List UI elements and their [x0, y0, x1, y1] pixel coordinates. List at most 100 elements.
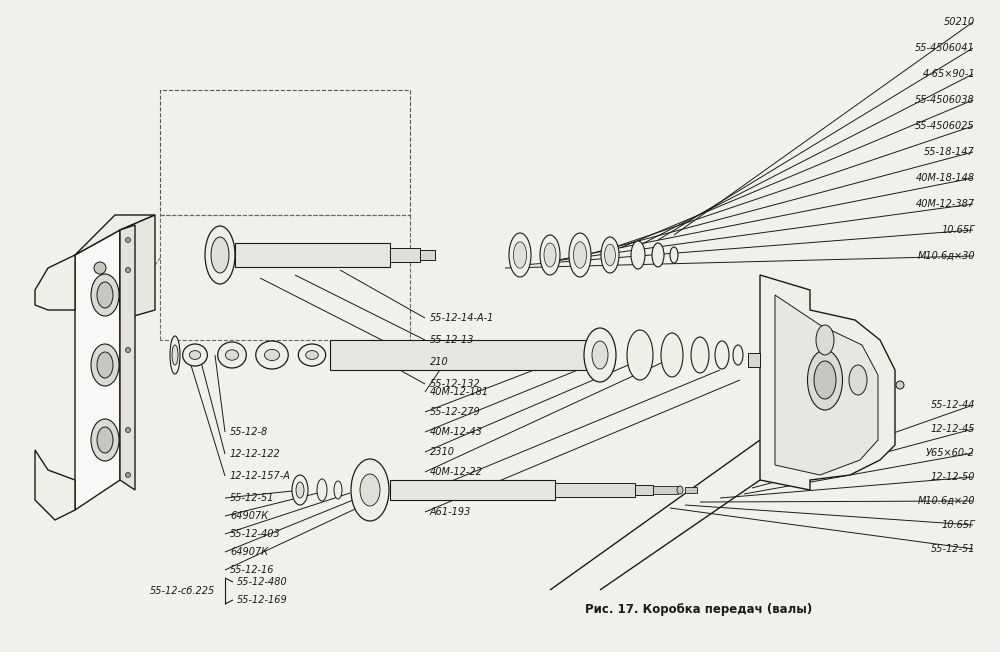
- Text: 12-12-122: 12-12-122: [230, 449, 281, 459]
- Bar: [160, 90, 410, 215]
- Text: 55-12-44: 55-12-44: [930, 400, 975, 410]
- Polygon shape: [75, 215, 155, 255]
- Bar: [330, 340, 595, 370]
- Text: 55-12-сб.225: 55-12-сб.225: [150, 586, 215, 596]
- Polygon shape: [75, 230, 120, 510]
- Text: 64907К: 64907К: [230, 511, 268, 521]
- Ellipse shape: [573, 242, 587, 268]
- Bar: [390, 248, 420, 262]
- Ellipse shape: [601, 237, 619, 273]
- Ellipse shape: [97, 427, 113, 453]
- Ellipse shape: [808, 350, 842, 410]
- Text: 12-12-45: 12-12-45: [930, 424, 975, 434]
- Ellipse shape: [97, 282, 113, 308]
- Text: 55-4506025: 55-4506025: [915, 121, 975, 131]
- Text: 55-12-480: 55-12-480: [237, 577, 288, 587]
- Text: 55-12-169: 55-12-169: [237, 595, 288, 605]
- Ellipse shape: [218, 342, 246, 368]
- Ellipse shape: [715, 341, 729, 369]
- Text: 55-12-16: 55-12-16: [230, 565, 274, 575]
- Ellipse shape: [849, 365, 867, 395]
- Text: 2310: 2310: [430, 447, 455, 457]
- Ellipse shape: [351, 459, 389, 521]
- Bar: [555, 483, 635, 497]
- Text: 10.65Г: 10.65Г: [942, 225, 975, 235]
- Ellipse shape: [661, 333, 683, 377]
- Ellipse shape: [172, 345, 178, 365]
- Polygon shape: [760, 275, 895, 490]
- Ellipse shape: [306, 351, 318, 359]
- Text: 40М-18-148: 40М-18-148: [916, 173, 975, 183]
- Bar: [635, 485, 653, 495]
- Ellipse shape: [592, 341, 608, 369]
- Ellipse shape: [814, 361, 836, 399]
- Ellipse shape: [544, 243, 556, 267]
- Ellipse shape: [211, 237, 229, 273]
- Bar: [653, 486, 678, 494]
- Text: 40М-12-387: 40М-12-387: [916, 199, 975, 209]
- Ellipse shape: [91, 274, 119, 316]
- Ellipse shape: [605, 244, 615, 266]
- Text: 55-12-132: 55-12-132: [430, 379, 481, 389]
- Text: А61-191: А61-191: [430, 487, 471, 497]
- Ellipse shape: [360, 474, 380, 506]
- Text: 55-4506038: 55-4506038: [915, 95, 975, 105]
- Text: 55-12-14-А-1: 55-12-14-А-1: [430, 313, 494, 323]
- Text: 55-12-51: 55-12-51: [230, 493, 274, 503]
- Text: 55-4506041: 55-4506041: [915, 43, 975, 53]
- Text: 40М-12-43: 40М-12-43: [430, 427, 483, 437]
- Text: 210: 210: [430, 357, 449, 367]
- Bar: [420, 250, 435, 260]
- Text: М10.6д×30: М10.6д×30: [917, 251, 975, 261]
- Ellipse shape: [126, 348, 130, 353]
- Text: 55-12-8: 55-12-8: [230, 427, 268, 437]
- Ellipse shape: [94, 262, 106, 274]
- Ellipse shape: [540, 235, 560, 275]
- Ellipse shape: [97, 352, 113, 378]
- Ellipse shape: [91, 344, 119, 386]
- Text: 55-12-13: 55-12-13: [430, 335, 475, 345]
- Bar: [235, 243, 390, 267]
- Ellipse shape: [205, 226, 235, 284]
- Text: 40М-12-22: 40М-12-22: [430, 467, 483, 477]
- Ellipse shape: [584, 328, 616, 382]
- Text: 4-65×90-1: 4-65×90-1: [922, 69, 975, 79]
- Text: 12-12-50: 12-12-50: [930, 472, 975, 482]
- Ellipse shape: [126, 267, 130, 273]
- Polygon shape: [35, 450, 75, 520]
- Ellipse shape: [627, 330, 653, 380]
- Bar: [748, 353, 760, 367]
- Bar: [390, 480, 555, 500]
- Polygon shape: [120, 215, 155, 320]
- Ellipse shape: [189, 351, 201, 359]
- Ellipse shape: [126, 473, 130, 477]
- Text: 10.65Г: 10.65Г: [942, 520, 975, 530]
- Ellipse shape: [691, 337, 709, 373]
- Text: 64907К: 64907К: [230, 547, 268, 557]
- Text: 55-12-403: 55-12-403: [230, 529, 281, 539]
- Text: 12-12-157-А: 12-12-157-А: [230, 471, 291, 481]
- Ellipse shape: [317, 479, 327, 501]
- Ellipse shape: [652, 243, 664, 267]
- Polygon shape: [775, 295, 878, 475]
- Bar: [685, 487, 697, 493]
- Text: Рис. 17. Коробка передач (валы): Рис. 17. Коробка передач (валы): [585, 604, 812, 617]
- Ellipse shape: [292, 475, 308, 505]
- Ellipse shape: [170, 336, 180, 374]
- Ellipse shape: [334, 481, 342, 499]
- Ellipse shape: [569, 233, 591, 277]
- Ellipse shape: [816, 325, 834, 355]
- Text: 40М-12-181: 40М-12-181: [430, 387, 489, 397]
- Text: 50210: 50210: [944, 17, 975, 27]
- Text: 55-18-147: 55-18-147: [924, 147, 975, 157]
- Text: 55-12-279: 55-12-279: [430, 407, 481, 417]
- Ellipse shape: [733, 345, 743, 365]
- Text: У65×60-2: У65×60-2: [926, 448, 975, 458]
- Text: М10.6д×20: М10.6д×20: [917, 496, 975, 506]
- Polygon shape: [35, 255, 75, 310]
- Ellipse shape: [183, 344, 207, 366]
- Ellipse shape: [631, 241, 645, 269]
- Ellipse shape: [256, 341, 288, 369]
- Ellipse shape: [225, 350, 239, 360]
- Ellipse shape: [296, 482, 304, 498]
